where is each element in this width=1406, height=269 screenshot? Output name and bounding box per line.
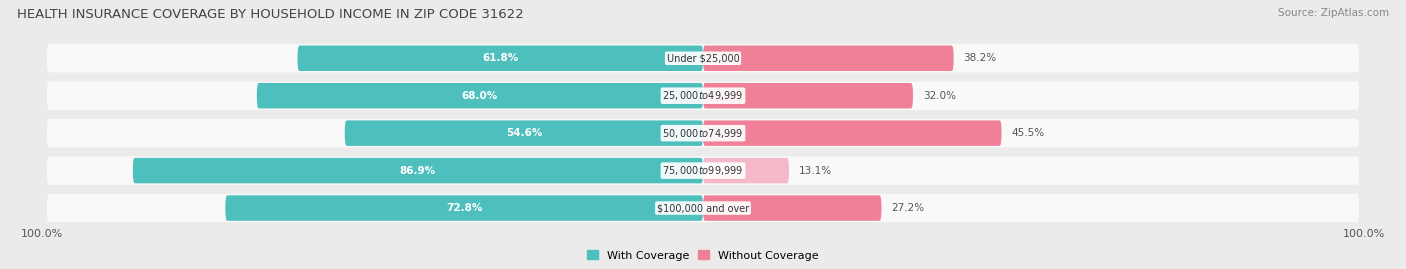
- Text: Under $25,000: Under $25,000: [666, 53, 740, 63]
- FancyBboxPatch shape: [703, 158, 789, 183]
- Text: 86.9%: 86.9%: [399, 166, 436, 176]
- FancyBboxPatch shape: [298, 45, 703, 71]
- FancyBboxPatch shape: [703, 121, 1001, 146]
- FancyBboxPatch shape: [703, 45, 953, 71]
- Text: 100.0%: 100.0%: [21, 229, 63, 239]
- Text: Source: ZipAtlas.com: Source: ZipAtlas.com: [1278, 8, 1389, 18]
- FancyBboxPatch shape: [46, 119, 1360, 147]
- FancyBboxPatch shape: [46, 194, 1360, 222]
- Text: 54.6%: 54.6%: [506, 128, 543, 138]
- FancyBboxPatch shape: [257, 83, 703, 108]
- Text: $75,000 to $99,999: $75,000 to $99,999: [662, 164, 744, 177]
- Text: 100.0%: 100.0%: [1343, 229, 1385, 239]
- Text: $50,000 to $74,999: $50,000 to $74,999: [662, 127, 744, 140]
- Text: 38.2%: 38.2%: [963, 53, 997, 63]
- FancyBboxPatch shape: [46, 82, 1360, 110]
- Text: 72.8%: 72.8%: [446, 203, 482, 213]
- FancyBboxPatch shape: [703, 195, 882, 221]
- Text: 13.1%: 13.1%: [799, 166, 832, 176]
- Text: $25,000 to $49,999: $25,000 to $49,999: [662, 89, 744, 102]
- FancyBboxPatch shape: [46, 156, 1360, 185]
- Text: $100,000 and over: $100,000 and over: [657, 203, 749, 213]
- FancyBboxPatch shape: [132, 158, 703, 183]
- Text: 45.5%: 45.5%: [1011, 128, 1045, 138]
- FancyBboxPatch shape: [225, 195, 703, 221]
- FancyBboxPatch shape: [46, 44, 1360, 72]
- Legend: With Coverage, Without Coverage: With Coverage, Without Coverage: [582, 246, 824, 265]
- Text: 32.0%: 32.0%: [922, 91, 956, 101]
- Text: 61.8%: 61.8%: [482, 53, 519, 63]
- Text: HEALTH INSURANCE COVERAGE BY HOUSEHOLD INCOME IN ZIP CODE 31622: HEALTH INSURANCE COVERAGE BY HOUSEHOLD I…: [17, 8, 523, 21]
- Text: 68.0%: 68.0%: [461, 91, 498, 101]
- Text: 27.2%: 27.2%: [891, 203, 924, 213]
- FancyBboxPatch shape: [344, 121, 703, 146]
- FancyBboxPatch shape: [703, 83, 912, 108]
